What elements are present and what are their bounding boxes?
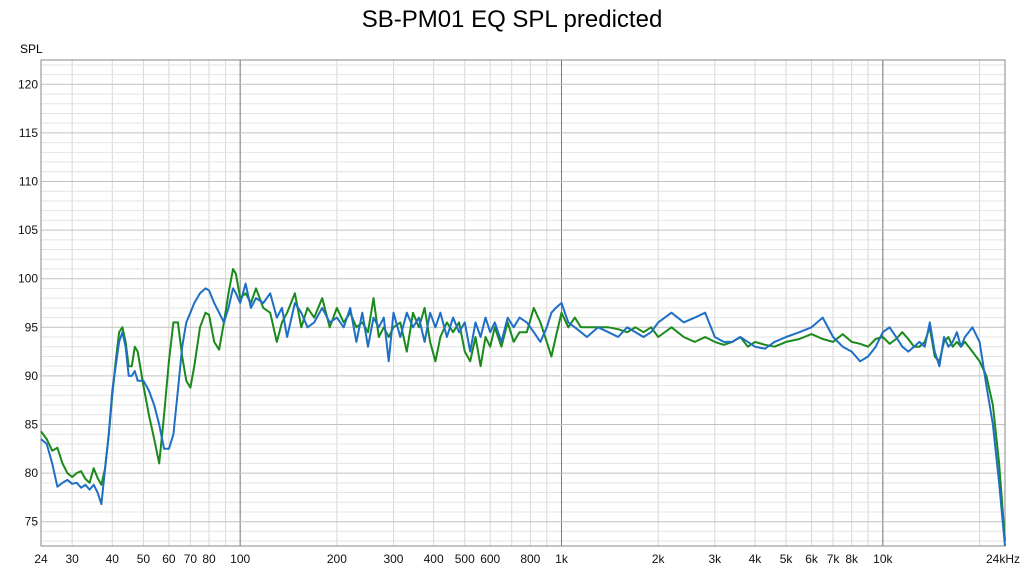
minor-grid <box>41 60 1005 546</box>
x-tick-label: 600 <box>480 552 500 566</box>
x-tick-label: 3k <box>708 552 722 566</box>
y-tick-label: 85 <box>25 418 39 432</box>
x-tick-label: 10k <box>873 552 893 566</box>
x-tick-label: 24 <box>34 552 48 566</box>
x-tick-label: 40 <box>106 552 120 566</box>
series-line-1 <box>40 268 1006 542</box>
x-tick-label: 60 <box>162 552 176 566</box>
chart-title: SB-PM01 EQ SPL predicted <box>361 6 663 33</box>
x-tick-label: 30 <box>65 552 79 566</box>
series-layer <box>40 268 1006 547</box>
x-tick-label: 200 <box>327 552 347 566</box>
y-tick-labels: 75 80 85 90 95 100 105 110 115 120 <box>18 77 38 528</box>
x-tick-label: 5k <box>780 552 794 566</box>
x-tick-label: 400 <box>424 552 444 566</box>
x-tick-label: 800 <box>520 552 540 566</box>
plot-background <box>41 60 1005 546</box>
x-tick-label: 300 <box>383 552 403 566</box>
y-tick-label: 100 <box>18 272 38 286</box>
y-tick-label: 120 <box>18 77 38 91</box>
y-tick-label: 75 <box>25 515 39 529</box>
y-tick-label: 110 <box>19 175 38 189</box>
y-tick-label: 90 <box>25 369 39 383</box>
x-tick-label: 80 <box>202 552 216 566</box>
x-tick-label: 500 <box>455 552 475 566</box>
y-tick-label: 105 <box>18 223 38 237</box>
x-tick-label: 70 <box>184 552 198 566</box>
x-tick-label: 50 <box>137 552 151 566</box>
y-tick-label: 115 <box>19 126 38 140</box>
plot-border <box>40 59 1006 547</box>
x-tick-label: 4k <box>749 552 763 566</box>
major-grid <box>41 60 1005 546</box>
x-tick-label: 8k <box>845 552 859 566</box>
x-tick-label: 1k <box>555 552 569 566</box>
y-tick-label: 80 <box>25 466 39 480</box>
x-tick-label: 6k <box>805 552 819 566</box>
y-axis-label: SPL <box>20 42 43 56</box>
series-line-2 <box>40 282 1006 547</box>
y-tick-label: 95 <box>25 320 39 334</box>
x-tick-label: 2k <box>652 552 666 566</box>
x-tick-labels: 24 30 40 50 60 70 80 100 200 300 400 500 600 800 1k 2k 3… <box>34 552 1020 566</box>
x-tick-label: 100 <box>230 552 250 566</box>
x-tick-label: 24kHz <box>986 552 1020 566</box>
x-tick-label: 7k <box>827 552 841 566</box>
